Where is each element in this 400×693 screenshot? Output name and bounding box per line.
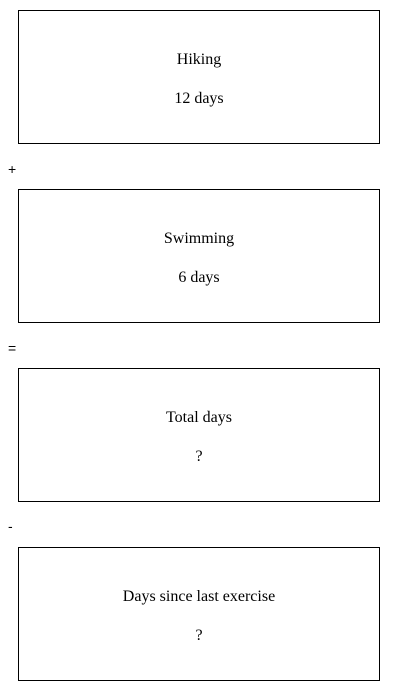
hiking-card: Hiking 12 days: [18, 10, 380, 144]
swimming-card: Swimming 6 days: [18, 189, 380, 323]
total-days-label: Total days: [166, 409, 232, 426]
days-since-last-exercise-label: Days since last exercise: [122, 588, 276, 605]
hiking-days-value: 12 days: [174, 90, 224, 107]
days-since-last-exercise-card: Days since last exercise ?: [18, 547, 380, 681]
swimming-days-value: 6 days: [178, 269, 220, 286]
hiking-label: Hiking: [176, 51, 222, 68]
plus-operator: +: [8, 161, 17, 177]
total-days-card: Total days ?: [18, 368, 380, 502]
minus-operator: -: [8, 518, 13, 534]
swimming-label: Swimming: [163, 230, 235, 247]
equals-operator: =: [8, 340, 17, 356]
total-days-value: ?: [195, 448, 203, 465]
days-since-last-exercise-value: ?: [195, 627, 203, 644]
